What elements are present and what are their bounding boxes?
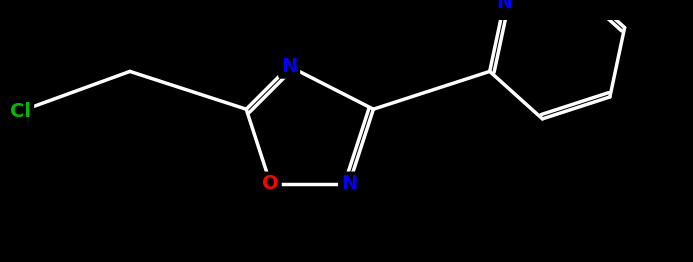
Text: O: O [262, 174, 279, 193]
Text: N: N [496, 0, 513, 12]
Text: N: N [341, 174, 357, 193]
Text: N: N [281, 57, 297, 76]
Text: Cl: Cl [10, 102, 31, 121]
